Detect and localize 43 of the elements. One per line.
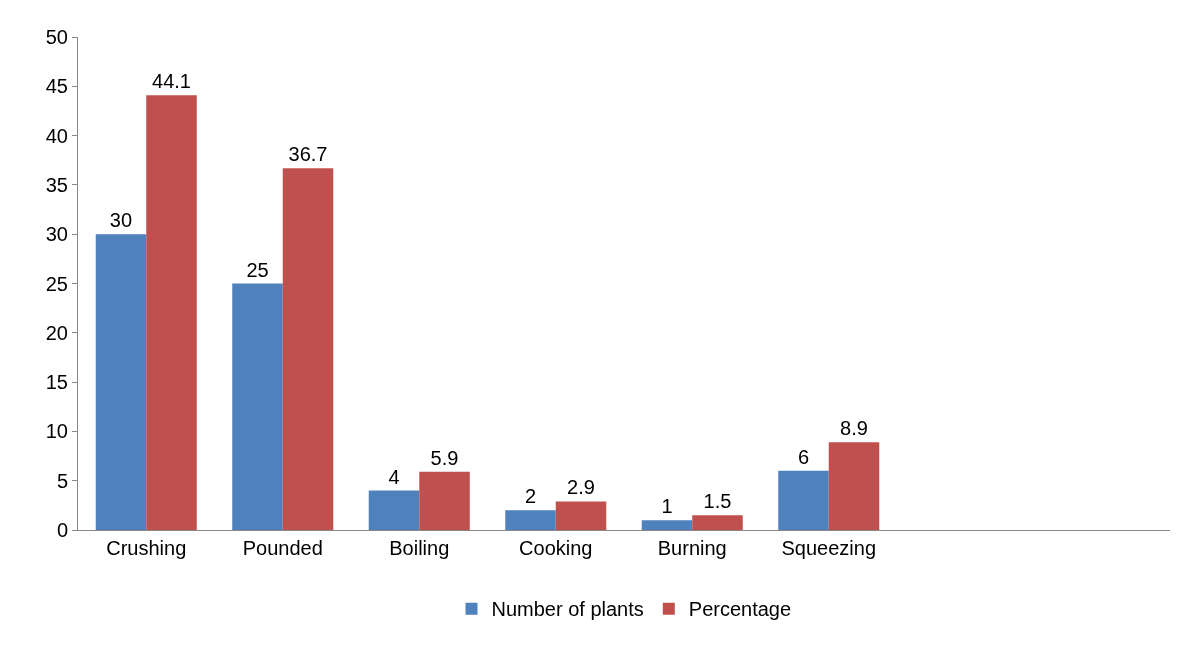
- data-label: 44.1: [152, 70, 191, 93]
- x-tick-label: Boiling: [389, 537, 450, 559]
- data-label: 36.7: [288, 143, 328, 166]
- data-label: 8.9: [840, 417, 868, 440]
- data-label: 25: [246, 258, 269, 281]
- bar: [692, 515, 743, 530]
- y-tick-label: 20: [45, 321, 68, 344]
- data-label: 2: [524, 485, 537, 508]
- bar: [828, 442, 880, 530]
- bar: [641, 520, 693, 530]
- bar: [95, 234, 147, 530]
- bar: [419, 471, 470, 530]
- x-tick-label: Cooking: [519, 537, 593, 559]
- y-tick-label: 45: [45, 75, 68, 98]
- legend-label: Number of plants: [491, 598, 644, 621]
- bar: [146, 95, 197, 530]
- y-tick-label: 10: [45, 420, 68, 443]
- data-label: 4: [388, 465, 400, 488]
- y-tick-label: 30: [45, 223, 68, 246]
- x-tick-label: Pounded: [242, 537, 323, 559]
- bar: [232, 283, 283, 530]
- y-tick-label: 50: [45, 26, 68, 48]
- bar: [505, 510, 556, 530]
- bar: [368, 490, 420, 530]
- bar: [282, 168, 334, 530]
- y-tick-label: 15: [45, 371, 68, 394]
- x-tick-label: Burning: [657, 537, 727, 559]
- y-tick-label: 40: [45, 124, 68, 147]
- y-tick-label: 35: [45, 173, 68, 196]
- x-tick-label: Squeezing: [781, 537, 877, 559]
- bar: [555, 501, 607, 530]
- data-label: 30: [109, 209, 133, 232]
- x-tick-label: Crushing: [106, 537, 187, 559]
- data-label: 2.9: [567, 476, 595, 499]
- data-label: 5.9: [430, 446, 459, 469]
- data-label: 6: [797, 445, 810, 468]
- y-tick-label: 0: [56, 519, 68, 541]
- data-label: 1: [661, 495, 673, 518]
- legend-label: Percentage: [688, 598, 792, 621]
- data-label: 1.5: [703, 490, 732, 513]
- bar: [778, 470, 829, 530]
- y-tick-label: 25: [45, 272, 68, 295]
- y-tick-label: 5: [56, 469, 68, 492]
